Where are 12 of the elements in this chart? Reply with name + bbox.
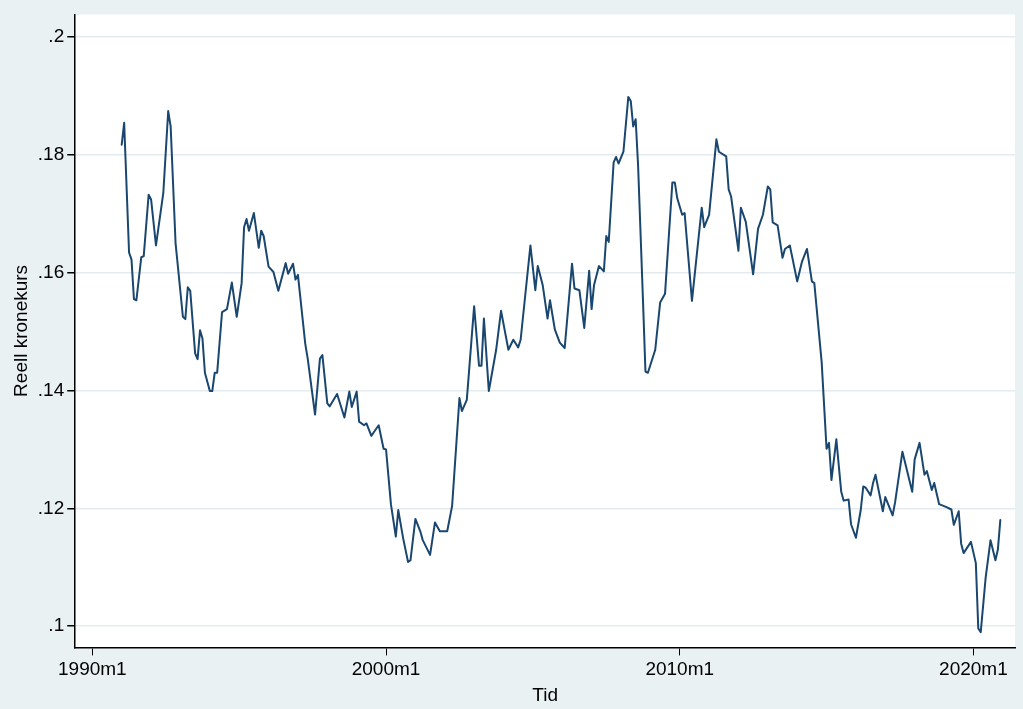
y-tick-label: .1: [48, 614, 65, 636]
y-axis-title: Reell kronekurs: [9, 264, 31, 397]
y-tick-label: .14: [37, 378, 65, 400]
x-tick-label: 2010m1: [645, 658, 715, 680]
x-tick-label: 2020m1: [939, 658, 1008, 680]
x-axis-title: Tid: [532, 683, 558, 705]
x-tick-label: 1990m1: [58, 658, 127, 680]
y-tick-label: .2: [48, 25, 65, 47]
y-tick-label: .18: [37, 142, 65, 164]
x-tick-label: 2000m1: [351, 658, 421, 680]
y-tick-label: .16: [37, 260, 65, 282]
y-tick-label: .12: [37, 496, 65, 518]
